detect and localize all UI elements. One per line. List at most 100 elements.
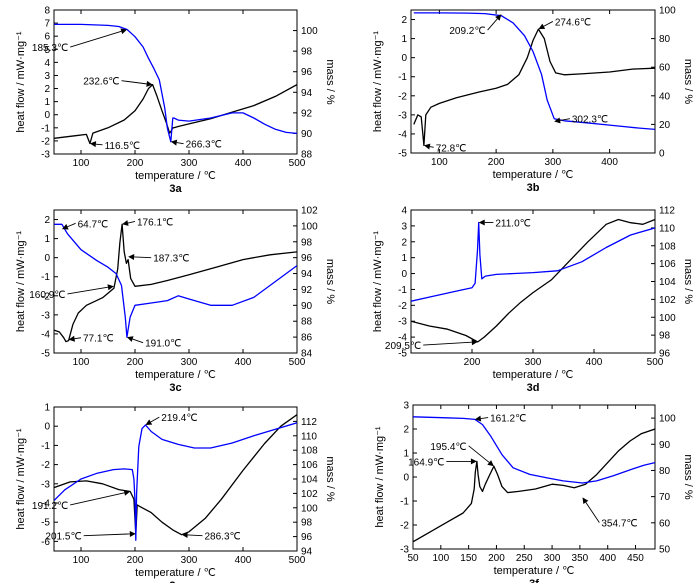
plot-frame <box>53 209 298 354</box>
annotation-label: 209.2℃ <box>449 26 485 37</box>
y-left-tick-label: -2 <box>398 91 407 102</box>
y-right-axis-label: mass / % <box>682 454 694 499</box>
y-left-tick-label: 2 <box>401 237 407 248</box>
y-left-tick-label: 1 <box>403 449 409 460</box>
y-left-axis-label: heat flow / mW·mg⁻¹ <box>15 231 27 332</box>
y-right-tick-label: 106 <box>301 460 318 471</box>
annotation-label: 191.2℃ <box>32 501 68 512</box>
x-tick-label: 50 <box>407 553 419 564</box>
annotation-arrow <box>70 30 122 48</box>
y-right-tick-label: 94 <box>301 88 313 99</box>
annotation-arrowhead <box>170 139 178 146</box>
x-tick-label: 500 <box>289 357 306 368</box>
annotation-arrowhead <box>495 14 502 21</box>
x-tick-label: 300 <box>525 357 542 368</box>
x-axis-label: temperature / ℃ <box>135 170 216 182</box>
x-tick-label: 350 <box>572 553 589 564</box>
y-left-tick-label: 0 <box>44 253 50 264</box>
annotation-arrow <box>480 417 489 420</box>
y-right-tick-label: 90 <box>301 301 313 312</box>
y-left-tick-label: -4 <box>398 129 407 140</box>
annotation-arrow <box>543 21 554 27</box>
x-axis-label: temperature / ℃ <box>493 369 574 381</box>
y-left-tick-label: 1 <box>44 97 50 108</box>
plot-frame <box>53 406 298 552</box>
heat-flow-curve <box>411 218 655 343</box>
y-left-tick-label: -4 <box>41 499 50 510</box>
annotation-label: 72.8℃ <box>436 143 467 154</box>
y-left-tick-label: -2 <box>398 301 407 312</box>
annotation-arrow <box>127 221 136 224</box>
y-left-tick-label: -1 <box>398 72 407 83</box>
y-right-axis-label: mass / % <box>324 259 336 304</box>
annotation-arrow <box>83 533 130 537</box>
panel-caption: 3d <box>527 382 540 394</box>
chart-panel-3b: 100 200 300 400-5-4-3-2-1012020406080100tem… <box>372 6 694 195</box>
x-tick-label: 100 <box>73 555 90 566</box>
x-tick-label: 100 <box>73 357 90 368</box>
annotation-arrow <box>423 341 472 346</box>
y-right-tick-label: 98 <box>301 237 313 248</box>
annotation-arrowhead <box>474 415 482 422</box>
y-right-tick-label: 90 <box>301 129 313 140</box>
y-right-tick-label: 90 <box>659 440 671 451</box>
y-right-tick-label: 92 <box>301 285 313 296</box>
x-tick-label: 400 <box>235 555 252 566</box>
annotation-arrowhead <box>554 117 561 124</box>
x-tick-label: 400 <box>601 157 618 168</box>
annotation-label: 185.3℃ <box>32 43 68 54</box>
annotation-arrow <box>187 534 203 537</box>
y-left-tick-label: -1 <box>41 441 50 452</box>
chart-panel-3c: 100 200 300 400 500 -5 -4 -3 -2 -1 0 1 2 84 86 88 90 92 94… <box>15 206 336 395</box>
x-tick-label: 200 <box>464 357 481 368</box>
y-left-axis-label: heat flow / mW·mg⁻¹ <box>15 31 27 132</box>
y-right-tick-label: 96 <box>301 532 313 543</box>
annotation-arrowhead <box>129 530 136 537</box>
y-right-tick-label: 94 <box>301 547 313 558</box>
annotation-arrowhead <box>423 143 431 150</box>
x-tick-label: 200 <box>488 157 505 168</box>
mass-curve <box>411 221 655 302</box>
annotation-arrowhead <box>538 23 546 30</box>
annotation-arrowhead <box>146 80 153 87</box>
chart-panel-3f: 50 100 150 200 250 300 350 400 450-3-2-101235060… <box>374 401 694 583</box>
y-left-tick-label: -1 <box>400 497 409 508</box>
y-right-tick-label: 92 <box>301 108 313 119</box>
y-left-tick-label: -1 <box>41 272 50 283</box>
y-left-tick-label: 1 <box>401 34 407 45</box>
panel-caption: 3a <box>169 183 182 195</box>
annotation-arrowhead <box>120 28 128 35</box>
y-right-tick-label: 102 <box>301 206 318 217</box>
y-left-tick-label: -3 <box>41 150 50 161</box>
annotation-label: 195.4℃ <box>430 442 466 453</box>
y-right-tick-label: 96 <box>301 253 313 264</box>
annotation-arrowhead <box>68 335 76 342</box>
y-left-tick-label: -1 <box>398 285 407 296</box>
x-tick-label: 200 <box>127 158 144 169</box>
annotation-label: 286.3℃ <box>205 532 241 543</box>
x-tick-label: 250 <box>516 553 533 564</box>
y-right-tick-label: 86 <box>301 333 313 344</box>
plot-frame <box>53 9 298 155</box>
y-right-tick-label: 102 <box>659 295 676 306</box>
y-left-tick-label: -5 <box>398 349 407 360</box>
y-left-tick-label: 5 <box>44 45 50 56</box>
y-right-tick-label: 96 <box>301 67 313 78</box>
annotation-label: 164.9℃ <box>408 457 444 468</box>
x-tick-label: 200 <box>127 357 144 368</box>
y-right-tick-label: 80 <box>659 34 671 45</box>
annotation-arrow <box>67 222 76 228</box>
annotation-label: 232.6℃ <box>83 77 119 88</box>
x-tick-label: 450 <box>627 553 644 564</box>
y-left-axis-label: heat flow / mW·mg⁻¹ <box>374 426 386 527</box>
annotation-arrow <box>132 338 144 344</box>
annotation-arrowhead <box>470 458 477 465</box>
annotation-arrowhead <box>122 220 129 226</box>
annotation-arrow <box>121 80 147 85</box>
y-right-axis-label: mass / % <box>324 59 336 104</box>
x-tick-label: 200 <box>488 553 505 564</box>
y-right-tick-label: 60 <box>659 518 671 529</box>
x-tick-label: 500 <box>647 357 664 368</box>
y-left-tick-label: 1 <box>44 403 50 414</box>
y-left-tick-label: 1 <box>44 234 50 245</box>
